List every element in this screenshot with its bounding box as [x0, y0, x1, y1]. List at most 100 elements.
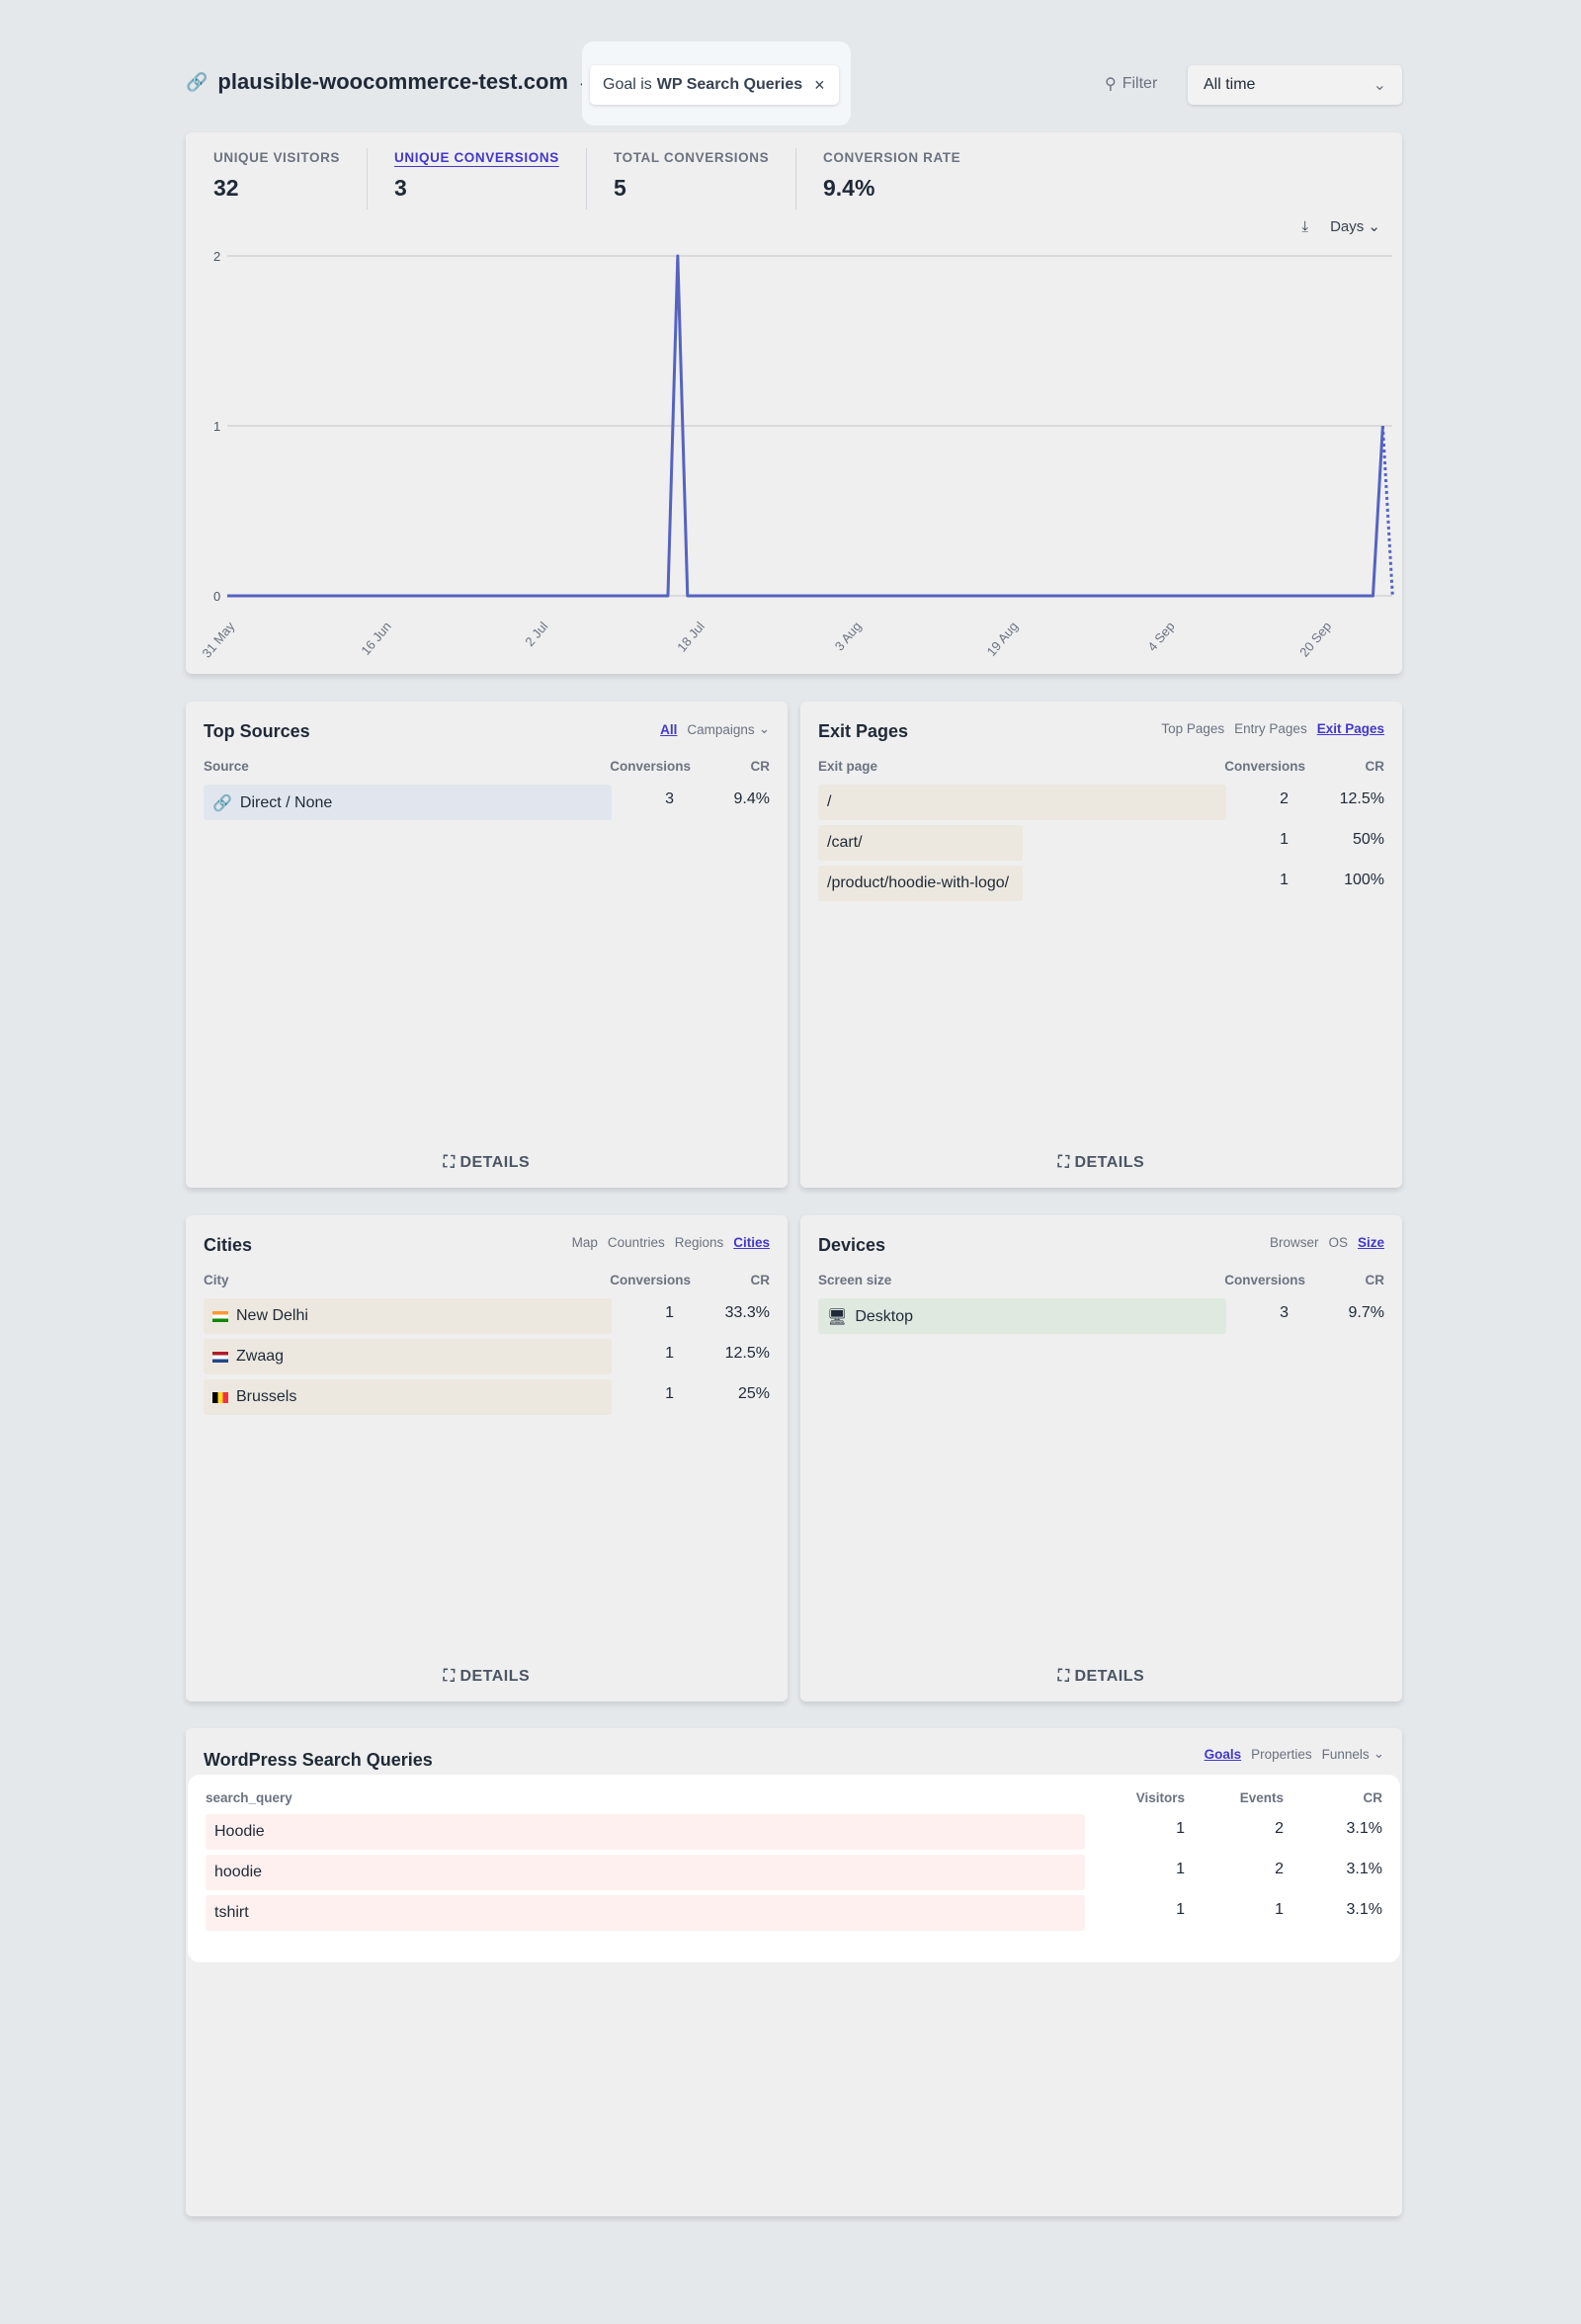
tab-campaigns[interactable]: Campaigns: [687, 721, 755, 737]
tab-properties[interactable]: Properties: [1251, 1746, 1312, 1762]
stat-total-conversions[interactable]: TOTAL CONVERSIONS 5: [614, 150, 769, 202]
tab-goals[interactable]: Goals: [1204, 1746, 1242, 1762]
column-header: Conversions: [1224, 759, 1305, 774]
row-label: /: [827, 793, 832, 810]
details-button[interactable]: ⛶ DETAILS: [186, 1154, 788, 1172]
tab-all[interactable]: All: [660, 721, 678, 737]
y-tick-label: 0: [213, 589, 220, 604]
close-icon[interactable]: ×: [814, 74, 825, 95]
tab-top-pages[interactable]: Top Pages: [1161, 721, 1225, 736]
tab-exit-pages[interactable]: Exit Pages: [1316, 721, 1384, 736]
details-label: DETAILS: [1074, 1154, 1145, 1171]
panel-title: Cities: [204, 1235, 253, 1255]
details-button[interactable]: ⛶ DETAILS: [186, 1668, 788, 1686]
column-header: Conversions: [610, 759, 691, 774]
column-header: Conversions: [610, 1273, 691, 1287]
conversions-value: 1: [665, 1304, 674, 1321]
stat-label: UNIQUE VISITORS: [213, 150, 341, 165]
details-label: DETAILS: [1074, 1668, 1145, 1685]
list-item[interactable]: /product/hoodie-with-logo/1 100%: [818, 866, 1384, 901]
tab-cities[interactable]: Cities: [733, 1235, 770, 1250]
x-tick-label: 19 Aug: [984, 619, 1022, 659]
column-header: CR: [1363, 1790, 1383, 1805]
filter-label: Filter: [1122, 75, 1158, 92]
column-header: CR: [750, 1273, 771, 1287]
list-item[interactable]: 🖥 Desktop 3 9.7%: [818, 1298, 1384, 1334]
exit-pages-panel: Exit Pages Top Pages Entry Pages Exit Pages…: [800, 702, 1402, 1188]
events-value: 1: [1275, 1901, 1284, 1918]
x-tick-label: 4 Sep: [1144, 619, 1177, 654]
list-item[interactable]: Hoodie 1 2 3.1%: [206, 1814, 1382, 1850]
chevron-down-icon[interactable]: ⌄: [758, 721, 770, 736]
row-label: Desktop: [855, 1308, 914, 1325]
active-filter-area: Goal is WP Search Queries ×: [582, 42, 851, 125]
filter-value: WP Search Queries: [656, 76, 803, 93]
interval-select[interactable]: Days ⌄: [1330, 218, 1380, 235]
row-label: Hoodie: [214, 1823, 265, 1840]
row-bar: [204, 1379, 612, 1415]
main-graph-card: UNIQUE VISITORS 32 UNIQUE CONVERSIONS 3 TO…: [186, 132, 1402, 674]
stat-label: TOTAL CONVERSIONS: [614, 150, 770, 165]
row-label: Zwaag: [236, 1348, 285, 1365]
x-tick-label: 18 Jul: [674, 619, 707, 654]
expand-icon: ⛶: [1057, 1668, 1070, 1685]
chevron-down-icon[interactable]: ⌄: [1373, 1746, 1384, 1761]
panel-title: WordPress Search Queries: [204, 1750, 433, 1770]
wp-search-table: search_query Visitors Events CR Hoodie 1 2…: [188, 1775, 1400, 1962]
site-switcher[interactable]: 🔗 plausible-woocommerce-test.com ⌄: [186, 69, 590, 95]
list-item[interactable]: Brussels 1 25%: [204, 1379, 770, 1415]
details-button[interactable]: ⛶ DETAILS: [800, 1668, 1402, 1686]
filter-button[interactable]: ⚲ Filter: [1105, 74, 1157, 94]
tab-countries[interactable]: Countries: [607, 1235, 665, 1250]
list-item[interactable]: New Delhi 1 33.3%: [204, 1298, 770, 1334]
stat-value: 9.4%: [823, 175, 875, 201]
interval-value: Days: [1330, 218, 1365, 235]
column-header: Exit page: [818, 759, 878, 774]
details-button[interactable]: ⛶ DETAILS: [800, 1154, 1402, 1172]
tab-os[interactable]: OS: [1328, 1235, 1348, 1250]
panel-title: Devices: [818, 1235, 886, 1255]
goal-filter-pill[interactable]: Goal is WP Search Queries ×: [590, 65, 839, 105]
divider: [586, 148, 587, 209]
period-select[interactable]: All time ⌄: [1188, 65, 1402, 105]
list-item[interactable]: Zwaag 1 12.5%: [204, 1339, 770, 1374]
tab-browser[interactable]: Browser: [1269, 1235, 1319, 1250]
tab-entry-pages[interactable]: Entry Pages: [1234, 721, 1307, 736]
row-bar: [204, 785, 612, 820]
tab-size[interactable]: Size: [1357, 1235, 1384, 1250]
details-label: DETAILS: [459, 1154, 531, 1171]
desktop-icon: 🖥: [827, 1309, 848, 1326]
column-header: CR: [1365, 1273, 1385, 1287]
column-header: CR: [750, 759, 771, 774]
x-tick-label: 16 Jun: [358, 619, 394, 658]
list-item[interactable]: tshirt 1 1 3.1%: [206, 1895, 1382, 1931]
conversions-line-chart[interactable]: 0 1 2 31 May 16 Jun 2 Jul 18 Jul 3 Aug 19 Aug 4 S…: [186, 132, 1402, 674]
belgium-flag: [212, 1391, 228, 1403]
tab-map[interactable]: Map: [571, 1235, 598, 1250]
column-header: Conversions: [1224, 1273, 1305, 1287]
list-item[interactable]: / 2 12.5%: [818, 785, 1384, 820]
panel-title: Top Sources: [204, 721, 310, 741]
y-tick-label: 1: [213, 419, 220, 434]
list-item[interactable]: hoodie 1 2 3.1%: [206, 1855, 1382, 1890]
column-header: search_query: [206, 1790, 292, 1805]
tab-regions[interactable]: Regions: [674, 1235, 724, 1250]
visitors-value: 1: [1176, 1820, 1185, 1837]
stat-conversion-rate[interactable]: CONVERSION RATE 9.4%: [823, 150, 960, 202]
tab-funnels[interactable]: Funnels: [1321, 1746, 1370, 1762]
events-value: 2: [1275, 1861, 1284, 1877]
list-item[interactable]: 🔗 Direct / None 3 9.4%: [204, 785, 770, 820]
column-header: Visitors: [1135, 1790, 1185, 1805]
link-icon: 🔗: [186, 71, 208, 92]
x-tick-label: 20 Sep: [1296, 619, 1334, 659]
conversions-value: 2: [1280, 790, 1289, 807]
cr-value: 50%: [1352, 831, 1384, 848]
x-tick-label: 2 Jul: [522, 619, 550, 649]
cr-value: 33.3%: [724, 1304, 770, 1321]
list-item[interactable]: /cart/1 50%: [818, 825, 1384, 861]
cr-value: 9.7%: [1348, 1304, 1384, 1321]
conversions-value: 3: [1280, 1304, 1289, 1321]
download-icon[interactable]: ⤓: [1301, 217, 1309, 235]
stat-unique-visitors[interactable]: UNIQUE VISITORS 32: [213, 150, 340, 202]
stat-unique-conversions[interactable]: UNIQUE CONVERSIONS 3: [394, 150, 559, 202]
